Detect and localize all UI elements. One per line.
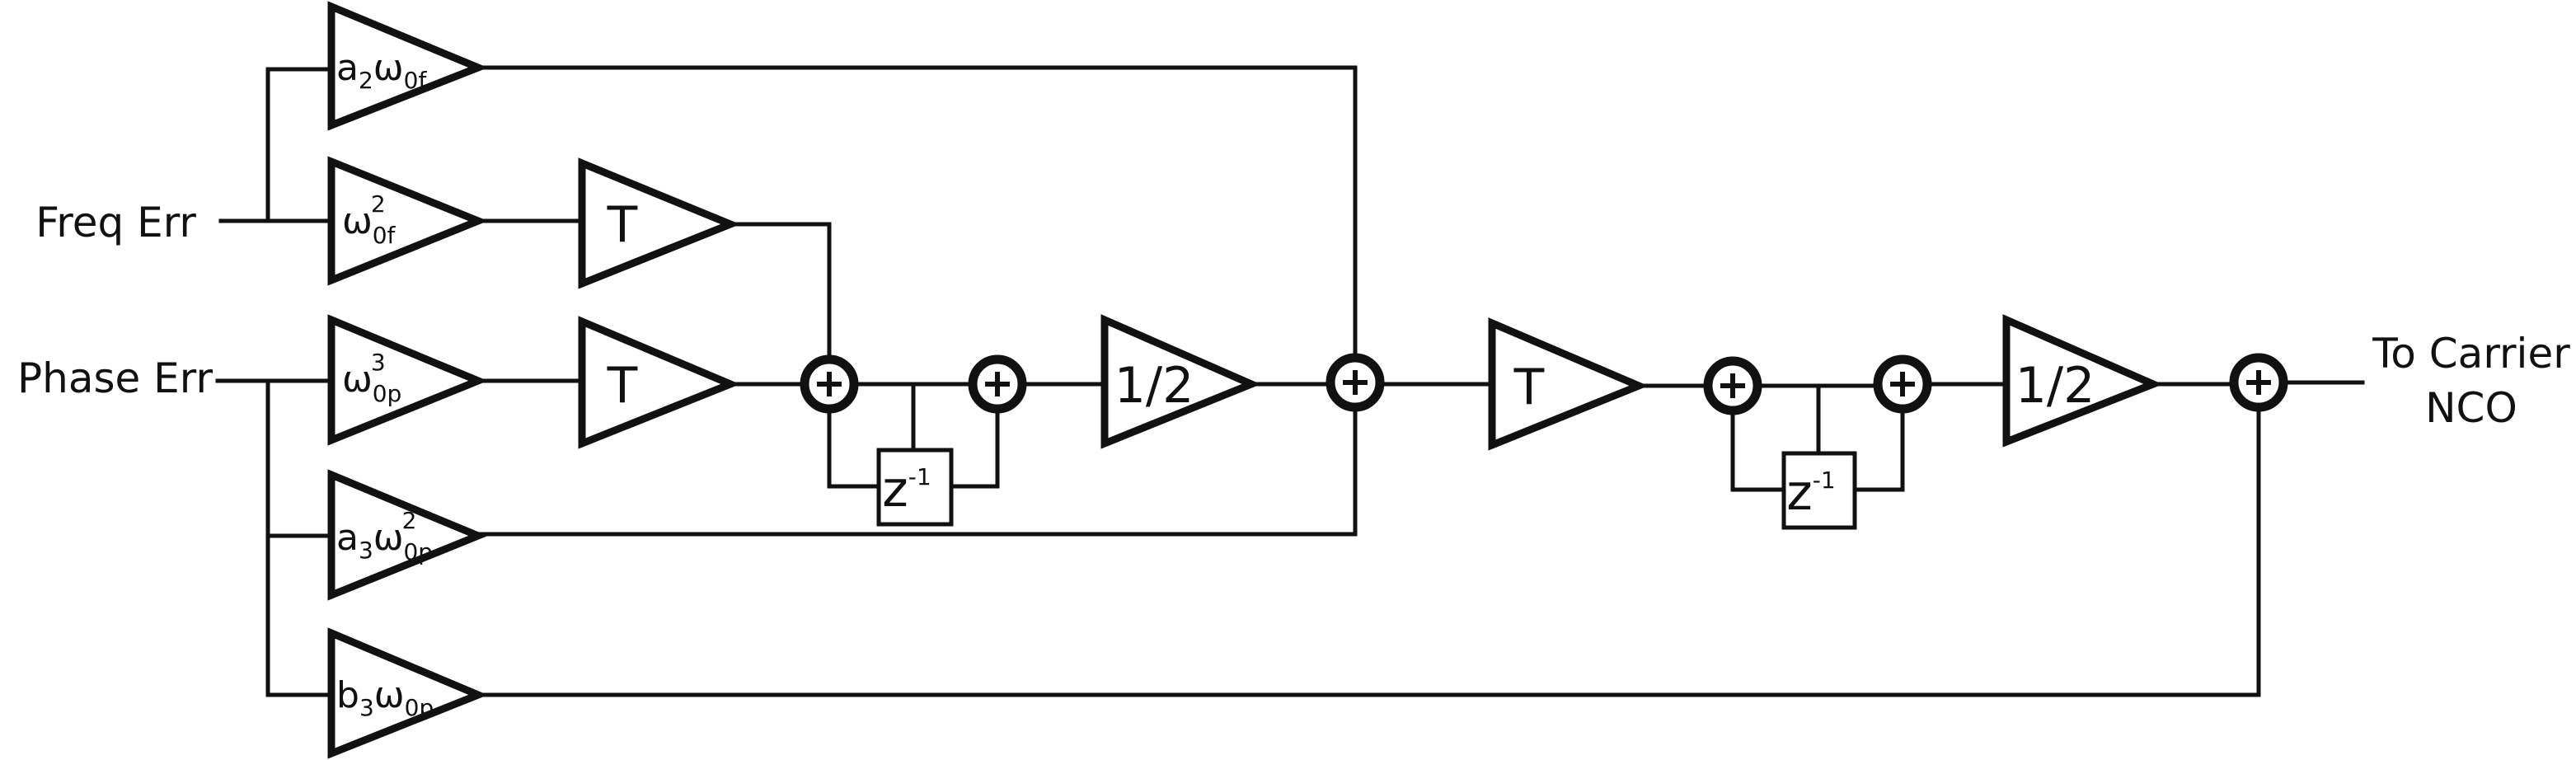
gain-b3-w0p-label: b3ω0p — [336, 674, 434, 721]
signal-wires — [215, 65, 2365, 697]
gain-a3-w0p-squared: a3ω2 0p — [327, 469, 488, 601]
gain-a3-w0p-squared-label: a3ω2 0p — [336, 507, 433, 565]
gain-a2-w0f-label: a2ω0f — [336, 47, 427, 94]
gain-w0f-squared-label: ω2 0f — [342, 190, 396, 249]
t-block-freq: T — [578, 157, 740, 289]
gain-w0f-squared: ω2 0f — [327, 156, 489, 286]
half-gain-2-label: 1/2 — [2015, 357, 2095, 415]
summing-junction-3 — [1326, 353, 1385, 412]
half-gain-2: 1/2 — [2002, 314, 2163, 448]
output-label-line2: NCO — [2425, 384, 2517, 432]
delay-z-inverse-1-label: z-1 — [882, 461, 931, 518]
output-label-line1: To Carrier — [2372, 330, 2570, 378]
gain-b3-w0p: b3ω0p — [327, 627, 488, 759]
summing-junction-2 — [968, 354, 1027, 414]
gain-a2-w0f: a2ω0f — [327, 1, 489, 131]
phase-err-label: Phase Err — [17, 354, 213, 402]
summing-junction-output — [2229, 353, 2288, 412]
gain-w0p-cubed: ω3 0p — [327, 314, 488, 446]
t-block-stage2: T — [1488, 317, 1649, 451]
t-block-phase: T — [578, 316, 740, 449]
delay-z-inverse-2-label: z-1 — [1786, 464, 1835, 522]
t-block-stage2-label: T — [1513, 359, 1545, 416]
summing-junction-5 — [1873, 354, 1932, 414]
t-block-phase-label: T — [607, 357, 638, 415]
summing-junction-1 — [800, 354, 859, 414]
freq-err-label: Freq Err — [35, 199, 196, 246]
delay-z-inverse-1: z-1 — [876, 448, 954, 527]
half-gain-1: 1/2 — [1100, 314, 1261, 449]
gain-w0p-cubed-label: ω3 0p — [342, 349, 401, 407]
t-block-freq-label: T — [607, 196, 638, 254]
summing-junction-4 — [1703, 356, 1762, 415]
delay-z-inverse-2: z-1 — [1781, 451, 1857, 530]
half-gain-1-label: 1/2 — [1114, 357, 1194, 415]
